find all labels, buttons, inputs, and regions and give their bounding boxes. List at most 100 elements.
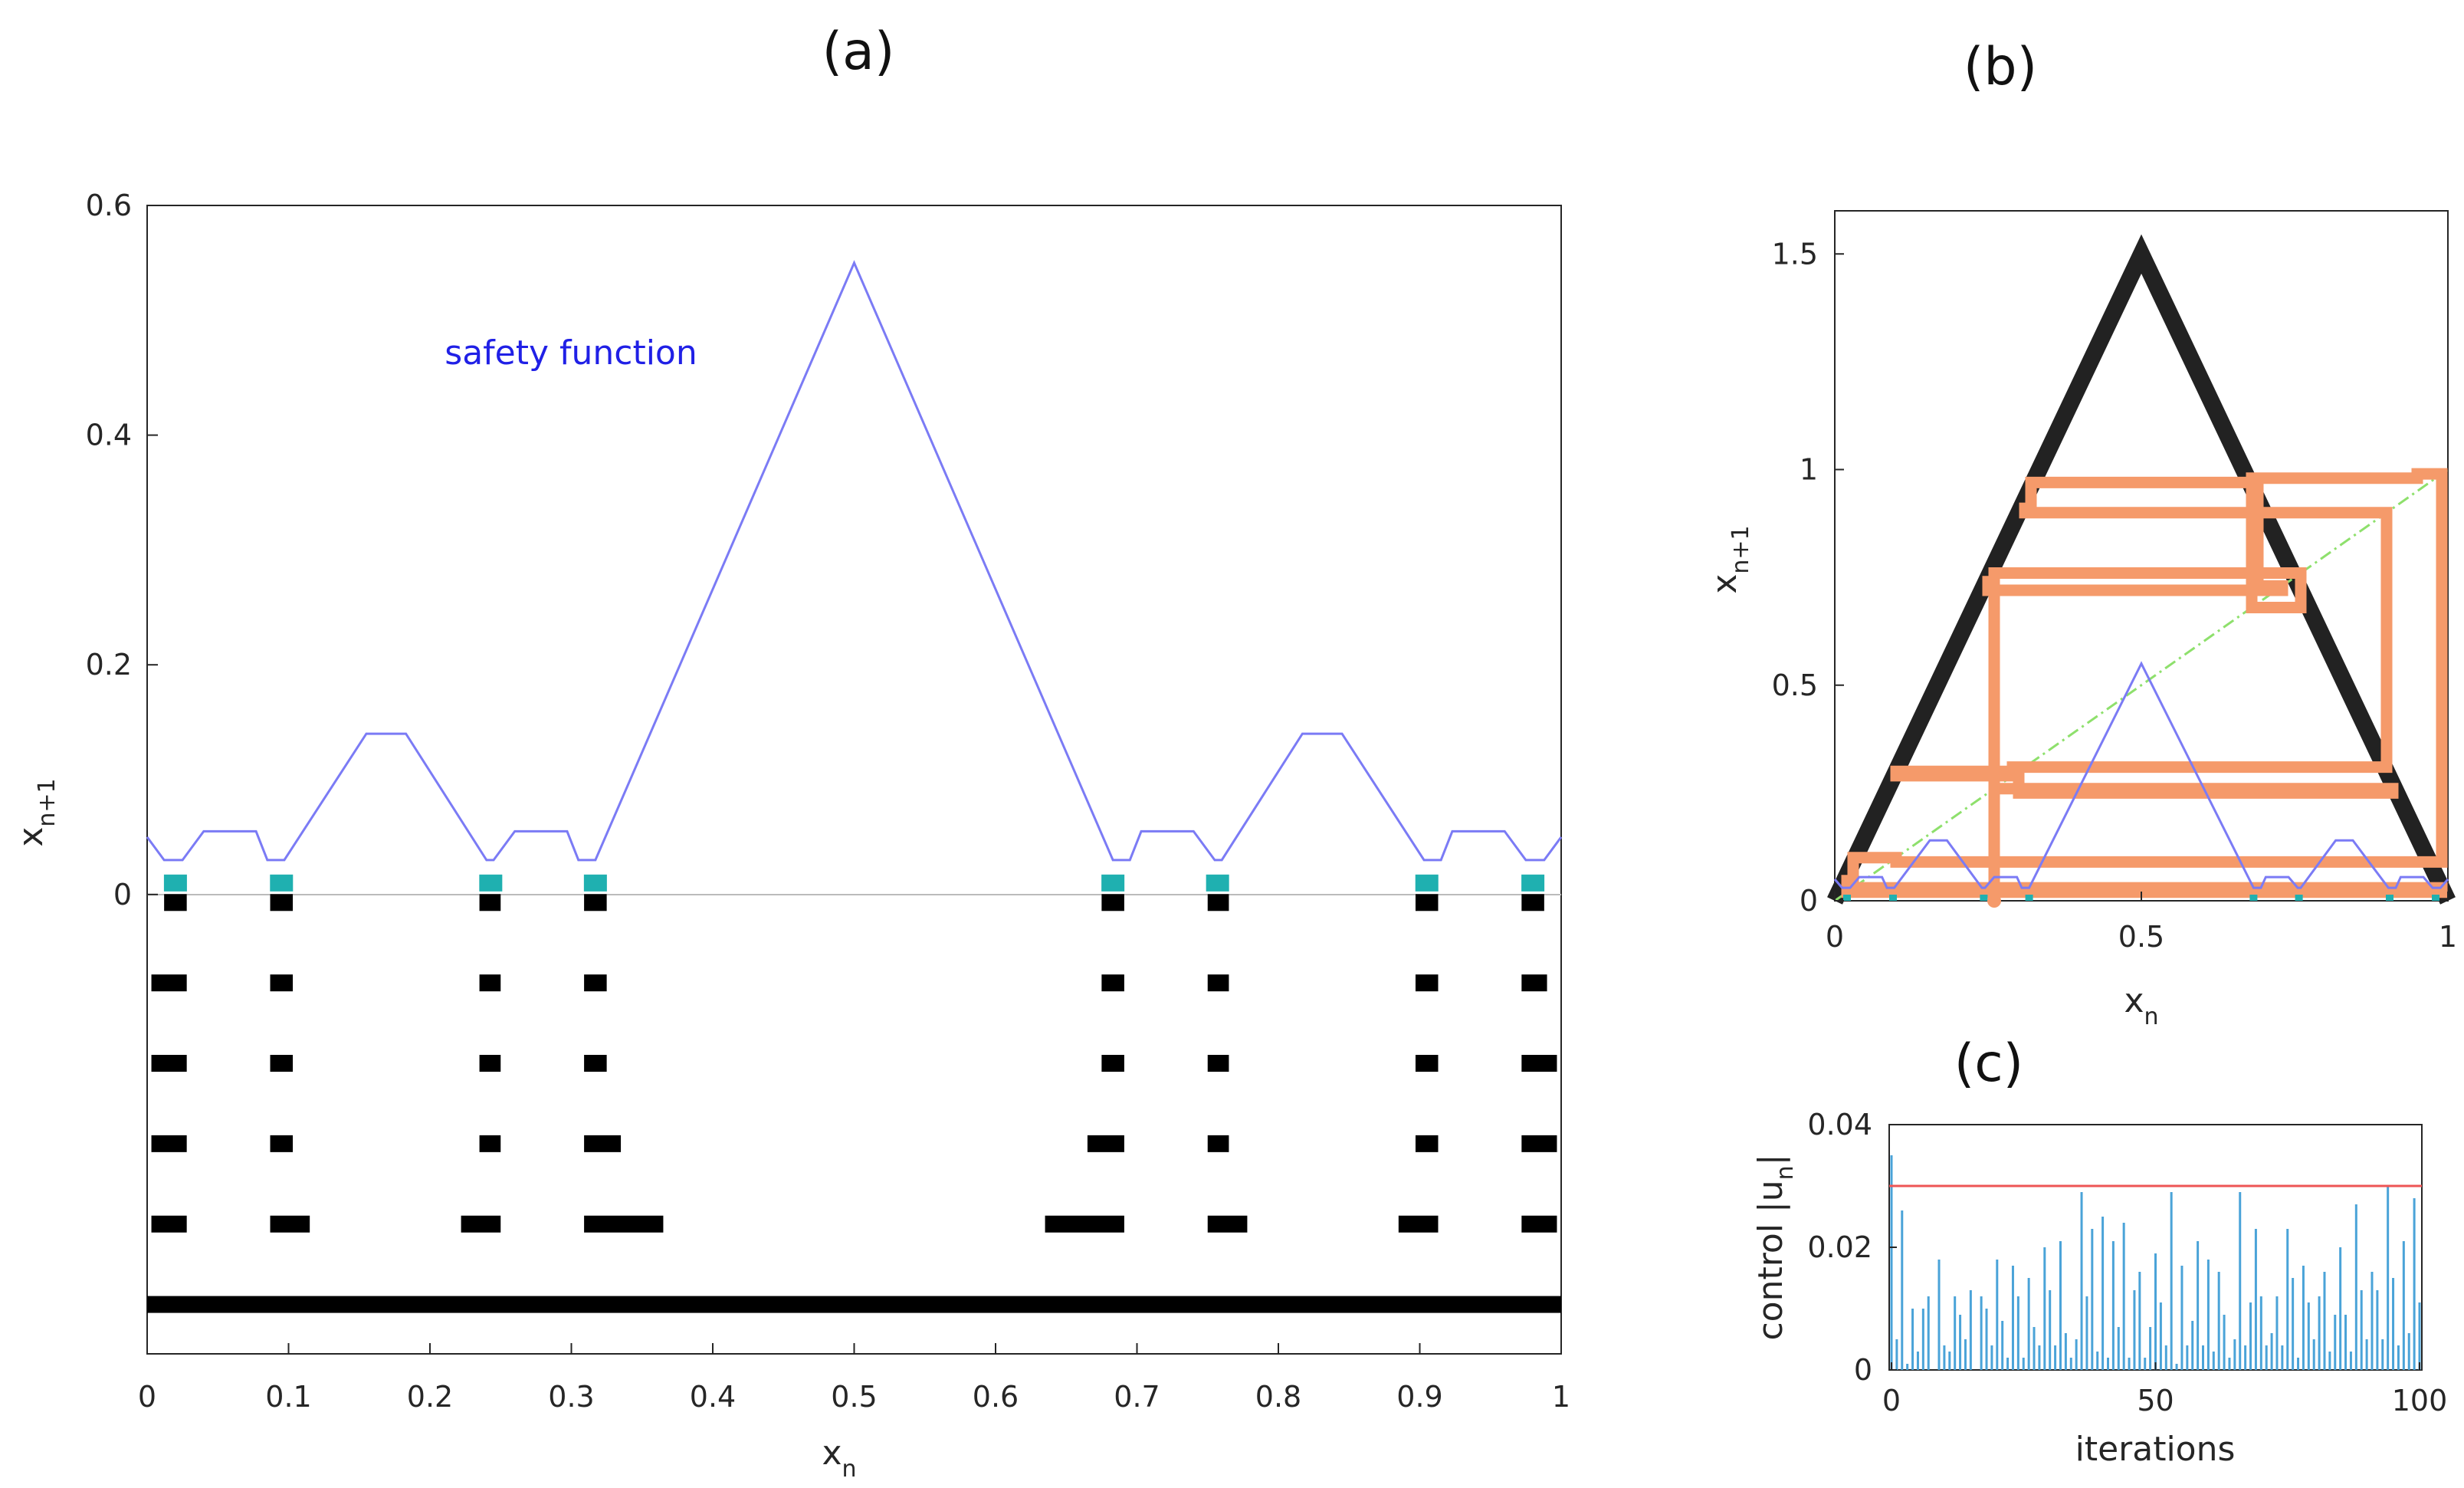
panel-a-interval-rows xyxy=(147,894,1561,1313)
panel-b-safe-point-0 xyxy=(1843,895,1851,901)
panel-b-tent-map xyxy=(1827,234,2456,905)
panel-c-xlabel: iterations xyxy=(2075,1430,2236,1469)
interval-bar-r3-1 xyxy=(270,1135,294,1152)
interval-bar-r4-3 xyxy=(584,1215,664,1233)
panel-c-xtick-label-1: 50 xyxy=(2137,1384,2174,1417)
panel-b-xlabel-main: x xyxy=(2124,981,2144,1020)
panel-a-xtick-label-6: 0.6 xyxy=(973,1380,1019,1414)
panel-b-safe-point-5 xyxy=(2295,895,2303,901)
interval-bar-r2-2 xyxy=(479,1055,501,1072)
panel-b-ytick-label-1: 0.5 xyxy=(1772,668,1818,702)
panel-a-xtick-label-9: 0.9 xyxy=(1396,1380,1442,1414)
panel-a-xtick-label-2: 0.2 xyxy=(407,1380,453,1414)
safe-point-0 xyxy=(163,874,187,892)
panel-c-ylabel: control |un| xyxy=(1751,1154,1799,1340)
interval-bar-r2-4 xyxy=(1101,1055,1124,1072)
interval-bar-r3-4 xyxy=(1087,1135,1124,1152)
panel-a-ylabel: xn+1 xyxy=(11,778,61,846)
panel-a-xtick-label-0: 0 xyxy=(138,1380,156,1414)
panel-b-xtick-label-1: 0.5 xyxy=(2118,920,2164,954)
panel-b-ytick-label-2: 1 xyxy=(1800,453,1818,487)
interval-bar-r2-5 xyxy=(1207,1055,1229,1072)
safe-point-7 xyxy=(1521,874,1545,892)
panel-b-xlabel: xn xyxy=(2124,981,2158,1030)
panel-b-safe-point-7 xyxy=(2432,895,2439,901)
safe-point-6 xyxy=(1415,874,1439,892)
interval-bar-r2-7 xyxy=(1521,1055,1557,1072)
panel-a-ytick-label-3: 0.6 xyxy=(86,189,132,222)
interval-bar-r1-2 xyxy=(479,974,501,992)
safe-point-2 xyxy=(479,874,503,892)
interval-bar-r4-4 xyxy=(1045,1215,1124,1233)
interval-bar-r0-6 xyxy=(1415,894,1439,912)
panel-b-safety-line xyxy=(1833,661,2449,889)
panel-b-label: (b) xyxy=(1964,37,2037,97)
interval-bar-r4-5 xyxy=(1207,1215,1248,1233)
safe-point-5 xyxy=(1206,874,1229,892)
interval-bar-r0-5 xyxy=(1207,894,1229,912)
interval-bar-r0-2 xyxy=(479,894,501,912)
interval-bar-r2-1 xyxy=(270,1055,294,1072)
panel-b-ytick-label-0: 0 xyxy=(1800,884,1818,918)
panel-c-ytick-label-2: 0.04 xyxy=(1807,1108,1872,1141)
panel-a-xtick-label-5: 0.5 xyxy=(831,1380,877,1414)
interval-bar-r4-2 xyxy=(461,1215,501,1233)
panel-c-xtick-label-0: 0 xyxy=(1882,1384,1901,1417)
interval-bar-r1-0 xyxy=(151,974,187,992)
panel-a-label: (a) xyxy=(822,21,895,82)
interval-bar-r3-0 xyxy=(151,1135,187,1152)
panel-a-ylabel-sub: n+1 xyxy=(34,778,61,826)
interval-bar-r4-1 xyxy=(270,1215,310,1233)
panel-b: 0 0.5 100.511.5 xn xn+1 xyxy=(1705,210,2457,1030)
interval-bar-r3-6 xyxy=(1415,1135,1439,1152)
safe-point-1 xyxy=(270,874,294,892)
panel-c-bars xyxy=(1890,1155,2421,1370)
safe-point-4 xyxy=(1101,874,1125,892)
panel-a-xlabel-sub: n xyxy=(842,1456,857,1483)
panel-c-ytick-label-1: 0.02 xyxy=(1807,1230,1872,1264)
panel-c-ytick-label-0: 0 xyxy=(1854,1353,1872,1387)
interval-bar-r1-7 xyxy=(1521,974,1547,992)
panel-a-ytick-label-0: 0 xyxy=(113,878,132,912)
interval-bar-r2-0 xyxy=(151,1055,187,1072)
interval-bar-r1-3 xyxy=(584,974,607,992)
panel-b-ylabel: xn+1 xyxy=(1705,525,1754,593)
panel-a-xtick-label-3: 0.3 xyxy=(548,1380,594,1414)
interval-bar-r4-0 xyxy=(151,1215,187,1233)
panel-b-ytick-label-3: 1.5 xyxy=(1772,237,1818,271)
interval-bar-r1-4 xyxy=(1101,974,1124,992)
interval-bar-r3-7 xyxy=(1521,1135,1557,1152)
interval-bar-r3-2 xyxy=(479,1135,501,1152)
panel-b-safe-point-3 xyxy=(2025,895,2033,901)
panel-c-xtick-label-2: 100 xyxy=(2392,1384,2448,1417)
interval-bar-r4-7 xyxy=(1521,1215,1557,1233)
interval-bar-r0-3 xyxy=(584,894,607,912)
panel-a-xtick-label-4: 0.4 xyxy=(690,1380,736,1414)
interval-bar-r0-1 xyxy=(270,894,294,912)
panel-a-xtick-label-10: 1 xyxy=(1552,1380,1570,1414)
panel-a: safety function 0 0.1 0.2 0.3 0.4 0.5 0.6 0.7 0.… xyxy=(11,189,1570,1483)
panel-b-safe-point-4 xyxy=(2249,895,2258,901)
interval-bar-r4-6 xyxy=(1398,1215,1439,1233)
interval-bar-r0-4 xyxy=(1101,894,1124,912)
panel-c-ylabel-main: control |u xyxy=(1751,1180,1790,1340)
panel-a-ytick-label-2: 0.4 xyxy=(86,419,132,452)
panel-a-frame xyxy=(146,205,1562,1355)
panel-a-ylabel-main: x xyxy=(11,827,51,847)
interval-bar-r1-6 xyxy=(1415,974,1439,992)
panel-b-safe-point-6 xyxy=(2386,895,2393,901)
safe-point-3 xyxy=(583,874,607,892)
panel-b-safe-point-2 xyxy=(1980,895,1988,901)
panel-a-xtick-label-8: 0.8 xyxy=(1255,1380,1301,1414)
interval-bar-r1-5 xyxy=(1207,974,1229,992)
panel-c-ylabel-sub: n xyxy=(1772,1165,1799,1180)
panel-b-safe-point-1 xyxy=(1889,895,1897,901)
panel-a-ytick-label-1: 0.2 xyxy=(86,648,132,682)
interval-bar-r0-7 xyxy=(1521,894,1544,912)
interval-bar-r3-3 xyxy=(584,1135,622,1152)
panel-a-xlabel: xn xyxy=(822,1434,856,1483)
interval-bar-r2-3 xyxy=(584,1055,607,1072)
safety-function-annotation: safety function xyxy=(445,333,697,373)
interval-bar-r0-0 xyxy=(164,894,187,912)
